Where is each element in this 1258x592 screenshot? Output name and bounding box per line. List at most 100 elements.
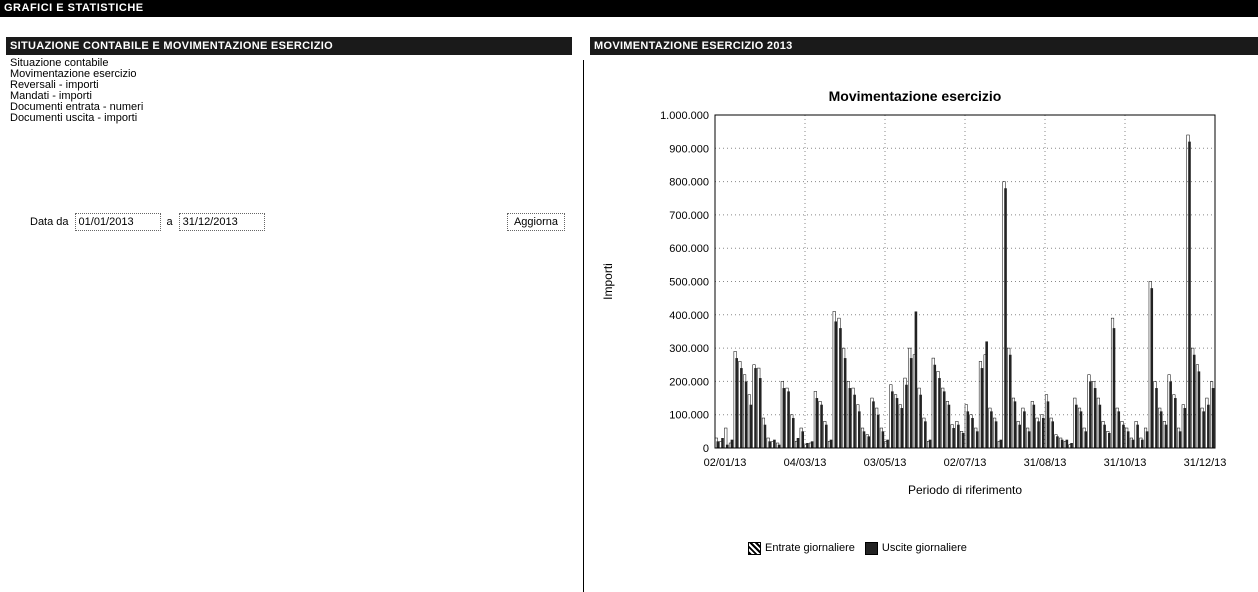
bar-uscite — [806, 443, 809, 448]
legend-swatch-entrate — [748, 541, 761, 555]
x-tick-label: 31/10/13 — [1104, 457, 1147, 469]
bar-uscite — [829, 439, 833, 448]
bar-uscite — [1008, 354, 1012, 448]
bar-uscite — [1046, 401, 1050, 448]
y-tick-label: 0 — [703, 443, 709, 455]
bar-uscite — [1079, 411, 1083, 448]
bar-uscite — [858, 411, 861, 448]
bar-uscite — [1089, 381, 1092, 448]
bar-uscite — [758, 378, 762, 448]
bar-uscite — [957, 424, 960, 448]
bar-uscite — [820, 404, 823, 448]
bar-uscite — [933, 364, 937, 448]
bar-uscite — [1169, 381, 1172, 448]
bar-uscite — [1141, 439, 1144, 448]
x-tick-label: 04/03/13 — [784, 457, 827, 469]
bar-uscite — [919, 394, 922, 448]
bar-uscite — [768, 441, 771, 448]
bar-uscite — [787, 391, 790, 448]
y-tick-label: 400.000 — [669, 310, 709, 322]
bar-uscite — [891, 391, 894, 448]
bar-uscite — [773, 439, 776, 448]
bar-uscite — [1112, 328, 1116, 448]
x-axis-ticks: 02/01/13 04/03/13 03/05/13 02/07/13 31/08/13… — [704, 457, 1227, 469]
bar-uscite — [834, 321, 838, 448]
y-tick-label: 800.000 — [669, 177, 709, 189]
bar-uscite — [905, 384, 908, 448]
menu-item-reversali-importi[interactable]: Reversali - importi — [10, 80, 99, 91]
x-tick-label: 31/08/13 — [1024, 457, 1067, 469]
bar-uscite — [881, 431, 885, 448]
bar-uscite — [1145, 431, 1149, 448]
bars-uscite — [716, 141, 1215, 448]
bar-uscite — [1004, 188, 1007, 448]
x-tick-label: 02/01/13 — [704, 457, 747, 469]
bar-uscite — [1108, 433, 1111, 448]
bar-uscite — [909, 358, 913, 448]
bar-uscite — [862, 431, 866, 448]
bar-uscite — [1150, 288, 1154, 448]
bar-uscite — [1103, 424, 1106, 448]
bar-uscite — [975, 431, 979, 448]
bar-uscite — [1098, 404, 1102, 448]
bar-uscite — [1060, 439, 1064, 448]
chart-grid — [715, 114, 1215, 449]
bar-uscite — [928, 439, 932, 448]
bar-uscite — [1056, 436, 1059, 448]
bar-uscite — [796, 438, 800, 448]
chart-title: Movimentazione esercizio — [829, 88, 1002, 104]
legend-swatch-uscite — [864, 541, 878, 555]
page-title: GRAFICI E STATISTICHE — [0, 0, 1258, 17]
bar-uscite — [1211, 388, 1215, 448]
menu-item-mandati-importi[interactable]: Mandati - importi — [10, 91, 92, 102]
bar-uscite — [1074, 404, 1078, 448]
bar-uscite — [985, 341, 988, 448]
legend-label-entrate: Entrate giornaliere — [765, 542, 855, 554]
bar-uscite — [1155, 388, 1158, 448]
bar-uscite — [754, 368, 757, 448]
bar-uscite — [824, 424, 828, 448]
chart: Movimentazione esercizio 0 100.000 200.000… — [601, 88, 1227, 497]
update-button[interactable]: Aggiorna — [506, 213, 565, 231]
bar-uscite — [1023, 411, 1026, 448]
bar-uscite — [1084, 431, 1088, 448]
y-tick-label: 300.000 — [669, 343, 709, 355]
bar-uscite — [1070, 443, 1073, 448]
bar-uscite — [810, 441, 814, 448]
y-axis-ticks: 0 100.000 200.000 300.000 400.000 500.000 600.… — [660, 110, 709, 455]
report-menu: Situazione contabile Movimentazione eser… — [10, 58, 570, 124]
bar-uscite — [994, 421, 998, 448]
bar-uscite — [1027, 431, 1031, 448]
menu-item-documenti-uscita-importi[interactable]: Documenti uscita - importi — [10, 113, 138, 124]
bar-uscite — [725, 444, 729, 448]
bar-uscite — [777, 444, 781, 448]
bar-uscite — [924, 421, 927, 448]
bar-uscite — [815, 398, 819, 448]
bar-uscite — [1159, 411, 1163, 448]
date-filter: Data da a Aggiorna — [30, 210, 565, 234]
bar-uscite — [744, 381, 748, 448]
date-from-input[interactable] — [74, 213, 161, 231]
bar-uscite — [1131, 439, 1135, 448]
y-axis-label: Importi — [601, 263, 615, 300]
menu-item-documenti-entrata-numeri[interactable]: Documenti entrata - numeri — [10, 102, 144, 113]
menu-item-situazione-contabile[interactable]: Situazione contabile — [10, 58, 109, 69]
bar-uscite — [1117, 411, 1121, 448]
x-axis-label: Periodo di riferimento — [908, 483, 1022, 497]
bar-uscite — [947, 404, 951, 448]
bar-uscite — [1183, 408, 1187, 448]
bar-uscite — [1041, 418, 1045, 448]
bar-uscite — [876, 414, 880, 448]
bar-uscite — [914, 311, 918, 448]
bar-uscite — [886, 439, 889, 448]
menu-item-movimentazione-esercizio[interactable]: Movimentazione esercizio — [10, 69, 137, 80]
x-tick-label: 31/12/13 — [1184, 457, 1227, 469]
bar-uscite — [1013, 401, 1017, 448]
date-to-input[interactable] — [178, 213, 265, 231]
y-tick-label: 100.000 — [669, 410, 709, 422]
bar-uscite — [938, 378, 941, 448]
bar-uscite — [1164, 424, 1168, 448]
date-from-label: Data da — [30, 216, 69, 228]
bar-uscite — [1202, 411, 1205, 448]
bar-uscite — [999, 439, 1003, 448]
